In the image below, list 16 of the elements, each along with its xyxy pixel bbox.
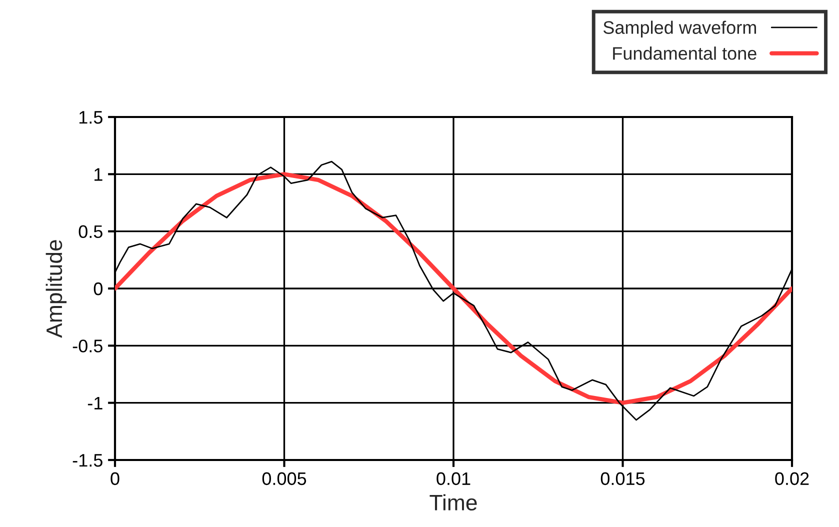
y-tick-label: 0 bbox=[94, 282, 102, 296]
legend-label: Fundamental tone bbox=[613, 46, 756, 60]
y-tick-label: -0.5 bbox=[72, 340, 102, 352]
y-tick-label: 1 bbox=[94, 168, 102, 181]
legend-label: Sampled waveform bbox=[603, 20, 756, 38]
y-tick-label: -1.5 bbox=[72, 454, 102, 467]
x-tick-label: 0.02 bbox=[775, 472, 809, 486]
y-tick-label: 0.5 bbox=[78, 225, 102, 238]
x-tick-label: 0 bbox=[110, 472, 120, 486]
y-tick-label: -1 bbox=[88, 396, 102, 410]
x-axis-title: Time bbox=[430, 494, 477, 511]
y-tick-label: 1.5 bbox=[79, 111, 102, 124]
x-tick-label: 0.015 bbox=[600, 472, 645, 486]
x-tick-label: 0.005 bbox=[262, 472, 306, 486]
x-tick-label: 0.01 bbox=[436, 472, 470, 486]
y-axis-title: Amplitude bbox=[46, 240, 67, 338]
